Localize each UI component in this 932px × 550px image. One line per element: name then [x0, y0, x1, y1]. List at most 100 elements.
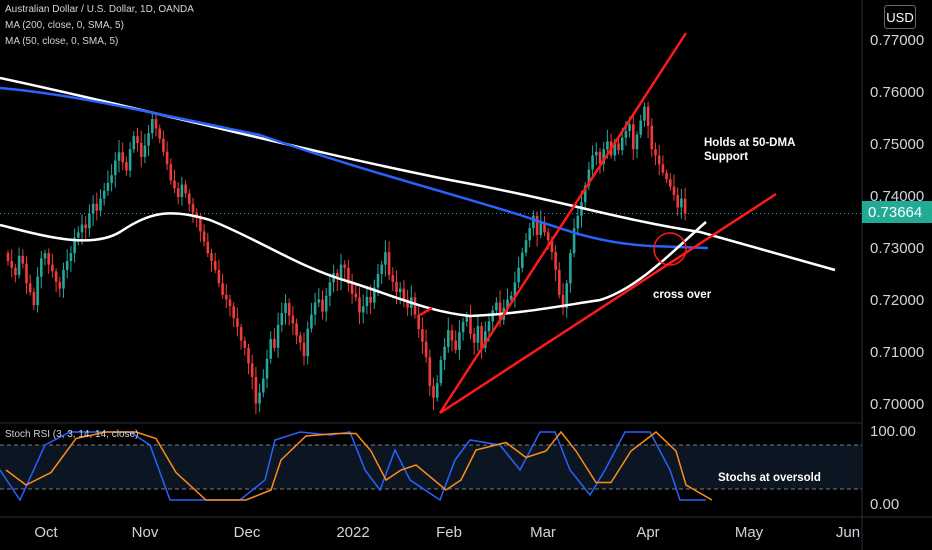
candle-body: [650, 125, 654, 150]
candle-body: [498, 302, 502, 320]
candle-body: [180, 184, 184, 198]
candle-body: [73, 237, 76, 254]
candle-body: [202, 231, 206, 242]
candle-body: [154, 119, 158, 129]
annotation-holds-line2: Support: [704, 151, 749, 163]
candle-body: [191, 203, 195, 213]
candle-body: [206, 241, 210, 254]
candle-body: [528, 228, 531, 241]
candle-body: [132, 136, 136, 150]
candle-body: [554, 252, 557, 270]
candle-body: [276, 324, 280, 348]
candle-body: [262, 378, 265, 393]
candlesticks: [6, 101, 687, 415]
y-tick-label: 0.73000: [870, 240, 924, 257]
candle-body: [661, 164, 665, 173]
candle-body: [428, 357, 432, 386]
candle-body: [595, 151, 598, 156]
candle-body: [21, 255, 25, 264]
y-tick-label: 0.75000: [870, 136, 924, 153]
annotation-cross-over: cross over: [653, 289, 712, 301]
candle-body: [669, 179, 672, 187]
candle-body: [380, 264, 383, 274]
candle-body: [236, 318, 239, 328]
current-price-label: 0.73664: [862, 201, 932, 223]
currency-button[interactable]: USD: [884, 5, 916, 29]
candle-body: [310, 314, 313, 329]
ma50-legend: MA (50, close, 0, SMA, 5): [5, 36, 119, 47]
candle-body: [51, 264, 54, 272]
candle-body: [299, 335, 302, 343]
candle-body: [558, 269, 561, 295]
candle-body: [243, 340, 247, 348]
candle-body: [328, 282, 332, 296]
candle-body: [284, 303, 287, 313]
candle-body: [58, 281, 62, 289]
candle-body: [147, 133, 150, 146]
candle-body: [347, 267, 350, 284]
candle-body: [287, 303, 291, 316]
candle-body: [77, 232, 80, 238]
candle-body: [484, 331, 487, 348]
candle-body: [561, 294, 565, 308]
candle-body: [32, 292, 36, 306]
candle-body: [639, 120, 642, 135]
candle-body: [302, 342, 306, 357]
candle-body: [643, 106, 646, 121]
candle-body: [417, 314, 420, 330]
candle-body: [480, 326, 483, 348]
candle-body: [606, 141, 609, 150]
candle-body: [80, 224, 84, 233]
candle-body: [373, 287, 376, 303]
candle-body: [324, 295, 328, 312]
stoch-rsi-legend: Stoch RSI (3, 3, 14, 14, close): [5, 429, 139, 440]
y-tick-label: 0.74000: [870, 188, 924, 205]
candle-body: [184, 184, 187, 194]
candle-body: [506, 299, 509, 308]
candle-body: [646, 106, 650, 126]
x-tick-label: Jun: [836, 524, 860, 541]
candle-body: [273, 339, 276, 348]
candle-body: [613, 143, 617, 156]
candle-body: [88, 213, 91, 229]
candle-body: [280, 313, 284, 325]
annotation-stochs-oversold: Stochs at oversold: [718, 472, 821, 484]
candle-body: [225, 294, 228, 300]
candle-body: [295, 323, 298, 336]
candle-body: [221, 283, 224, 295]
trend-lines: [419, 32, 777, 415]
candle-body: [165, 151, 169, 165]
axes: 0.77000 0.76000 0.75000 0.74000 0.73000 0.720…: [34, 32, 924, 541]
candle-body: [306, 328, 309, 357]
candle-body: [439, 359, 443, 384]
candle-body: [54, 271, 58, 282]
annotation-holds-support: Holds at 50-DMA Support: [704, 136, 795, 164]
candle-body: [336, 272, 339, 280]
candle-body: [6, 253, 10, 261]
candle-body: [217, 269, 221, 284]
candle-body: [369, 296, 372, 303]
x-tick-label: Feb: [436, 524, 462, 541]
candle-body: [95, 203, 99, 211]
candle-body: [269, 339, 272, 359]
candle-body: [10, 261, 13, 268]
candle-body: [406, 299, 409, 308]
candle-body: [424, 341, 428, 358]
y-tick-label: 0.77000: [870, 32, 924, 49]
candle-body: [25, 263, 28, 284]
candle-body: [173, 180, 176, 189]
x-tick-label: Oct: [34, 524, 58, 541]
candle-body: [635, 134, 639, 150]
moving-averages: [0, 76, 836, 318]
oversold-band: [0, 445, 862, 489]
candle-body: [158, 128, 161, 139]
candle-body: [321, 299, 324, 312]
candle-body: [550, 240, 554, 253]
candle-body: [169, 164, 173, 181]
candle-body: [69, 253, 73, 261]
candle-body: [513, 282, 517, 296]
candle-body: [43, 253, 47, 259]
candle-body: [28, 283, 32, 293]
